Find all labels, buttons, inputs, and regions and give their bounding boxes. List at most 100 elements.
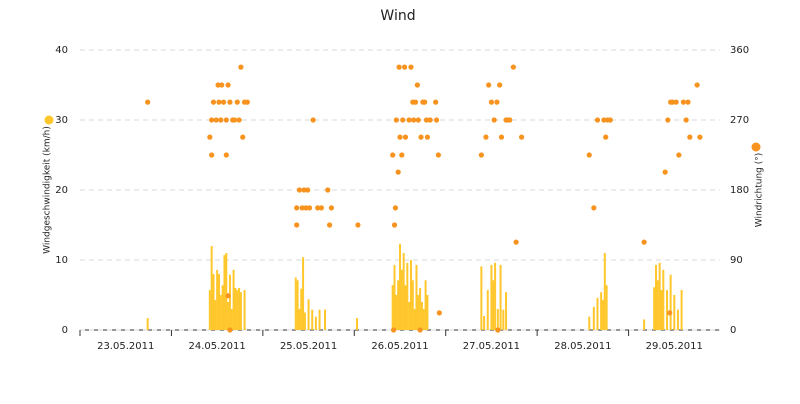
bar [236, 290, 239, 330]
bar [404, 285, 407, 330]
bar [146, 318, 149, 330]
bar [660, 290, 663, 330]
bar [230, 309, 233, 330]
point [685, 99, 691, 105]
point [402, 134, 409, 140]
bar [296, 280, 299, 330]
chart-title: Wind [380, 8, 415, 24]
x-tick-label: 29.05.2011 [646, 341, 703, 352]
bar [426, 295, 429, 330]
y-axis-title: Windgeschwindigkeit (km/h) [43, 126, 53, 254]
bar [499, 264, 502, 330]
point [318, 205, 324, 211]
point [391, 222, 398, 228]
point [236, 117, 242, 123]
bar [399, 243, 401, 330]
point [225, 293, 231, 299]
bar [676, 309, 679, 330]
bar [402, 253, 405, 330]
point [412, 99, 419, 105]
bar [307, 299, 310, 330]
legend-swatch [44, 115, 54, 125]
point [219, 82, 225, 88]
point [310, 117, 316, 123]
point [216, 99, 222, 105]
point [669, 99, 676, 105]
point [697, 134, 703, 140]
point [355, 222, 361, 228]
bar [415, 264, 418, 330]
bar [603, 253, 606, 330]
point [306, 205, 313, 211]
bar [298, 309, 301, 330]
bar [228, 274, 231, 330]
bar [238, 288, 241, 330]
point [415, 117, 421, 123]
point [603, 134, 609, 140]
bar [669, 274, 672, 330]
point [494, 99, 500, 105]
bar [302, 257, 305, 330]
y-tick-label: 30 [55, 115, 68, 126]
bar [393, 264, 396, 330]
bar [214, 299, 217, 330]
point [427, 117, 433, 123]
point [510, 64, 516, 70]
bar [680, 290, 683, 330]
bar [592, 306, 595, 330]
point [507, 117, 513, 123]
bar [601, 299, 604, 330]
x-tick-label: 25.05.2011 [280, 341, 337, 352]
bar [243, 290, 246, 330]
point [391, 327, 397, 333]
bar [494, 262, 497, 330]
point [231, 117, 238, 123]
y-tick-label: 40 [55, 45, 68, 56]
bar [225, 253, 228, 330]
point [486, 82, 492, 88]
bar [662, 269, 665, 330]
point [488, 99, 495, 105]
bar [397, 280, 400, 330]
bar [490, 264, 493, 330]
bar [318, 309, 321, 330]
bar [600, 292, 603, 330]
point [209, 117, 215, 123]
point [225, 82, 231, 88]
point [586, 152, 592, 158]
point [301, 187, 307, 193]
point [667, 310, 673, 316]
point [495, 327, 501, 333]
point [408, 64, 414, 70]
x-tick-label: 27.05.2011 [463, 341, 520, 352]
y2-tick-label: 360 [730, 45, 749, 56]
bar [486, 290, 489, 330]
point [401, 64, 408, 70]
bar [208, 290, 211, 330]
point [414, 82, 420, 88]
point [683, 117, 689, 123]
point [210, 99, 217, 105]
point [687, 134, 693, 140]
x-tick-label: 23.05.2011 [97, 341, 154, 352]
point [399, 152, 405, 158]
point [483, 134, 489, 140]
y2-tick-label: 270 [730, 115, 749, 126]
bar [314, 316, 317, 330]
bar [300, 288, 303, 330]
point [498, 134, 505, 140]
point [234, 99, 240, 105]
point [424, 134, 431, 140]
bar [411, 280, 414, 330]
point [397, 134, 403, 140]
point [497, 82, 503, 88]
bar [219, 295, 222, 330]
bar [232, 269, 235, 330]
point [240, 134, 246, 140]
point [223, 117, 229, 123]
bar [216, 269, 219, 330]
point [423, 117, 430, 123]
point [303, 205, 309, 211]
bar [408, 302, 411, 330]
bar [420, 302, 423, 330]
